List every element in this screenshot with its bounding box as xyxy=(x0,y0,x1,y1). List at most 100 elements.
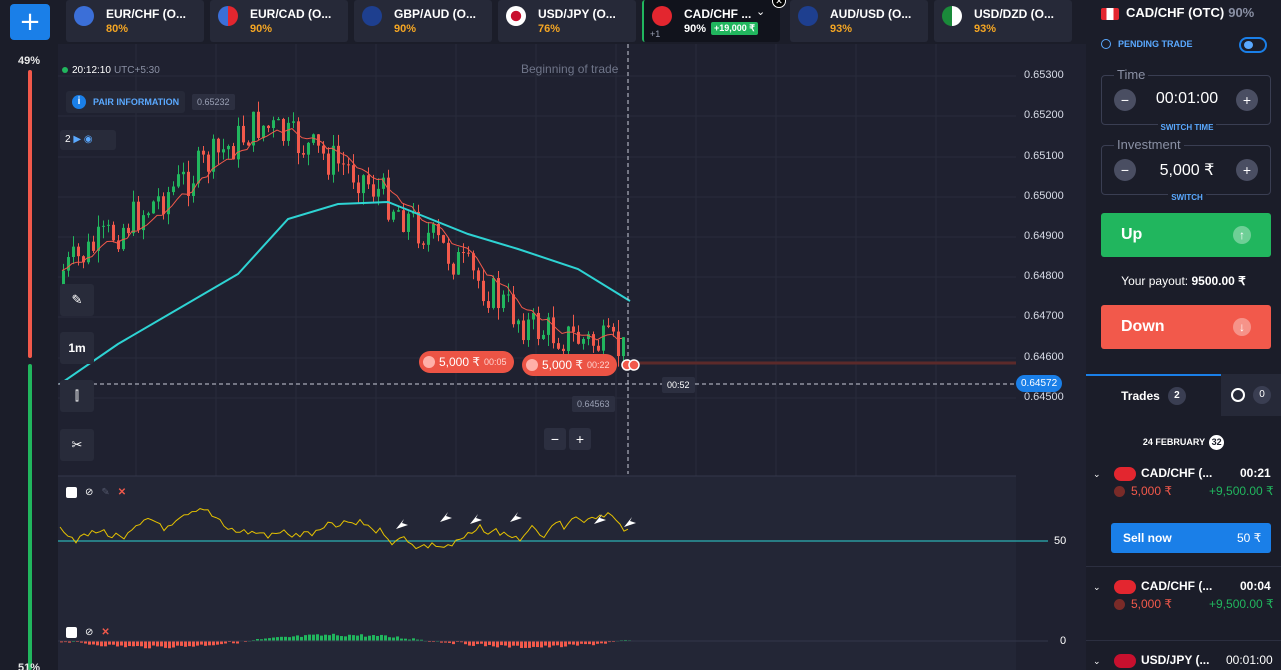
macd-bar xyxy=(548,641,551,648)
trade-pair-name: USD/JPY (... xyxy=(1141,653,1210,667)
flag-icon xyxy=(798,6,818,26)
switch-button[interactable]: SWITCH xyxy=(1168,193,1206,202)
candle-body xyxy=(407,213,410,232)
collapse-icon[interactable] xyxy=(66,627,77,638)
chevron-down-icon[interactable]: ⌄ xyxy=(756,6,766,18)
pencil-icon[interactable]: ✎ xyxy=(101,487,110,498)
timeframe-button[interactable]: 1m xyxy=(60,332,94,364)
tab-gbp-aud[interactable]: GBP/AUD (O... 90% xyxy=(354,0,492,42)
macd-bar xyxy=(384,635,387,641)
macd-bar xyxy=(292,636,295,641)
candle-body xyxy=(402,210,405,232)
candle-body xyxy=(212,138,215,172)
macd-bar xyxy=(216,641,219,645)
macd-bar xyxy=(392,637,395,641)
macd-bar xyxy=(608,641,611,643)
macd-bar xyxy=(156,641,159,647)
down-label: Down xyxy=(1121,318,1165,335)
pair-information-button[interactable]: i PAIR INFORMATION xyxy=(66,91,186,113)
tab-eur-chf[interactable]: EUR/CHF (O... 80% xyxy=(66,0,204,42)
macd-bar xyxy=(568,641,571,645)
chevron-down-icon[interactable]: ⌄ xyxy=(1093,469,1101,479)
trade-marker[interactable]: 5,000 ₹ 00:05 xyxy=(419,351,514,373)
price-chart[interactable]: 20:12:10 UTC+5:30 i PAIR INFORMATION 0.652… xyxy=(58,44,1086,670)
macd-bar xyxy=(340,636,343,641)
macd-bar xyxy=(320,635,323,641)
switch-time-button[interactable]: SWITCH TIME xyxy=(1157,123,1217,132)
sentiment-up-percent: 51% xyxy=(18,662,41,670)
time-minus-button[interactable]: − xyxy=(1114,89,1136,111)
macd-bar xyxy=(204,641,207,646)
indicators-button[interactable]: ✂ xyxy=(60,429,94,461)
macd-bar xyxy=(208,641,211,646)
trade-amount: 5,000 ₹ xyxy=(542,358,583,372)
collapse-icon[interactable] xyxy=(66,487,77,498)
tab-aud-usd[interactable]: AUD/USD (O... 93% xyxy=(790,0,928,42)
time-value[interactable]: 00:01:00 xyxy=(1155,90,1219,107)
macd-bar xyxy=(192,641,195,647)
macd-bar xyxy=(268,638,271,641)
arrow-down-icon xyxy=(526,359,538,371)
tab-extra-count: +1 xyxy=(650,29,661,39)
time-plus-button[interactable]: + xyxy=(1236,89,1258,111)
macd-bar xyxy=(260,639,263,641)
tab-eur-cad[interactable]: EUR/CAD (O... 90% xyxy=(210,0,348,42)
macd-bar xyxy=(256,638,259,641)
investment-minus-button[interactable]: − xyxy=(1114,159,1136,181)
y-axis-label: 0.65100 xyxy=(1024,150,1064,162)
tab-usd-jpy[interactable]: USD/JPY (O... 76% xyxy=(498,0,636,42)
trade-amount-value: 5,000 ₹ xyxy=(1131,484,1172,498)
annotation-arrow xyxy=(624,517,636,527)
draw-tool-button[interactable]: ✎ xyxy=(60,284,94,316)
close-icon[interactable]: ✕ xyxy=(772,0,786,8)
pending-trade-toggle[interactable] xyxy=(1239,37,1267,53)
up-button[interactable]: Up ↑ xyxy=(1101,213,1271,257)
selected-pair[interactable]: CAD/CHF (OTC) 90% xyxy=(1101,5,1254,20)
trade-pair-name: CAD/CHF (... xyxy=(1141,579,1213,593)
pair-name: CAD/CHF (OTC) xyxy=(1126,5,1225,20)
toggle-knob xyxy=(1244,41,1253,49)
candle-body xyxy=(512,294,515,325)
layers-control[interactable]: 2 ▶ ◉ xyxy=(60,130,116,150)
macd-bar xyxy=(128,641,131,647)
zoom-out-button[interactable]: − xyxy=(544,428,566,450)
tab-payout: 93% xyxy=(830,23,853,35)
sell-now-button[interactable]: Sell now 50 ₹ xyxy=(1111,523,1271,553)
macd-bar xyxy=(524,641,527,648)
add-chart-button[interactable]: + xyxy=(10,4,50,40)
tab-history[interactable]: 0 xyxy=(1221,374,1281,416)
macd-bar xyxy=(512,641,515,646)
close-icon[interactable]: ✕ xyxy=(101,627,110,638)
flag-icon xyxy=(652,6,672,26)
tab-trades[interactable]: Trades 2 xyxy=(1086,374,1221,416)
trade-amount: 5,000 ₹ xyxy=(1114,484,1172,498)
zoom-in-button[interactable]: + xyxy=(569,428,591,450)
chart-type-button[interactable]: ⫿ xyxy=(60,380,94,412)
hide-icon[interactable]: ⊘ xyxy=(85,627,94,638)
tab-usd-dzd[interactable]: USD/DZD (O... 93% xyxy=(934,0,1072,42)
trade-marker[interactable]: 5,000 ₹ 00:22 xyxy=(522,354,617,376)
chevron-down-icon[interactable]: ⌄ xyxy=(1093,656,1101,666)
tab-payout: 93% xyxy=(974,23,997,35)
macd-bar xyxy=(304,635,307,641)
hide-icon[interactable]: ⊘ xyxy=(85,487,94,498)
flag-icon xyxy=(1114,466,1136,481)
down-button[interactable]: Down ↓ xyxy=(1101,305,1271,349)
candle-body xyxy=(82,256,85,263)
candle-body xyxy=(607,325,610,327)
trade-pair-name: CAD/CHF (... xyxy=(1141,466,1213,480)
chevron-down-icon[interactable]: ⌄ xyxy=(1093,582,1101,592)
macd-bar xyxy=(80,641,83,643)
macd-bar xyxy=(236,641,239,644)
macd-bar xyxy=(148,641,151,649)
candle-body xyxy=(72,246,75,258)
candle-body xyxy=(602,325,605,351)
tab-cad-chf-active[interactable]: CAD/CHF ... ⌄ ✕ 90% +19,000 ₹ +1 xyxy=(642,0,786,42)
close-icon[interactable]: ✕ xyxy=(117,487,127,498)
macd-bar xyxy=(160,641,163,647)
investment-plus-button[interactable]: + xyxy=(1236,159,1258,181)
y-axis-label: 0.65300 xyxy=(1024,69,1064,81)
flag-icon xyxy=(1114,653,1136,668)
candle-body xyxy=(587,334,590,340)
investment-value[interactable]: 5,000 ₹ xyxy=(1159,162,1215,179)
